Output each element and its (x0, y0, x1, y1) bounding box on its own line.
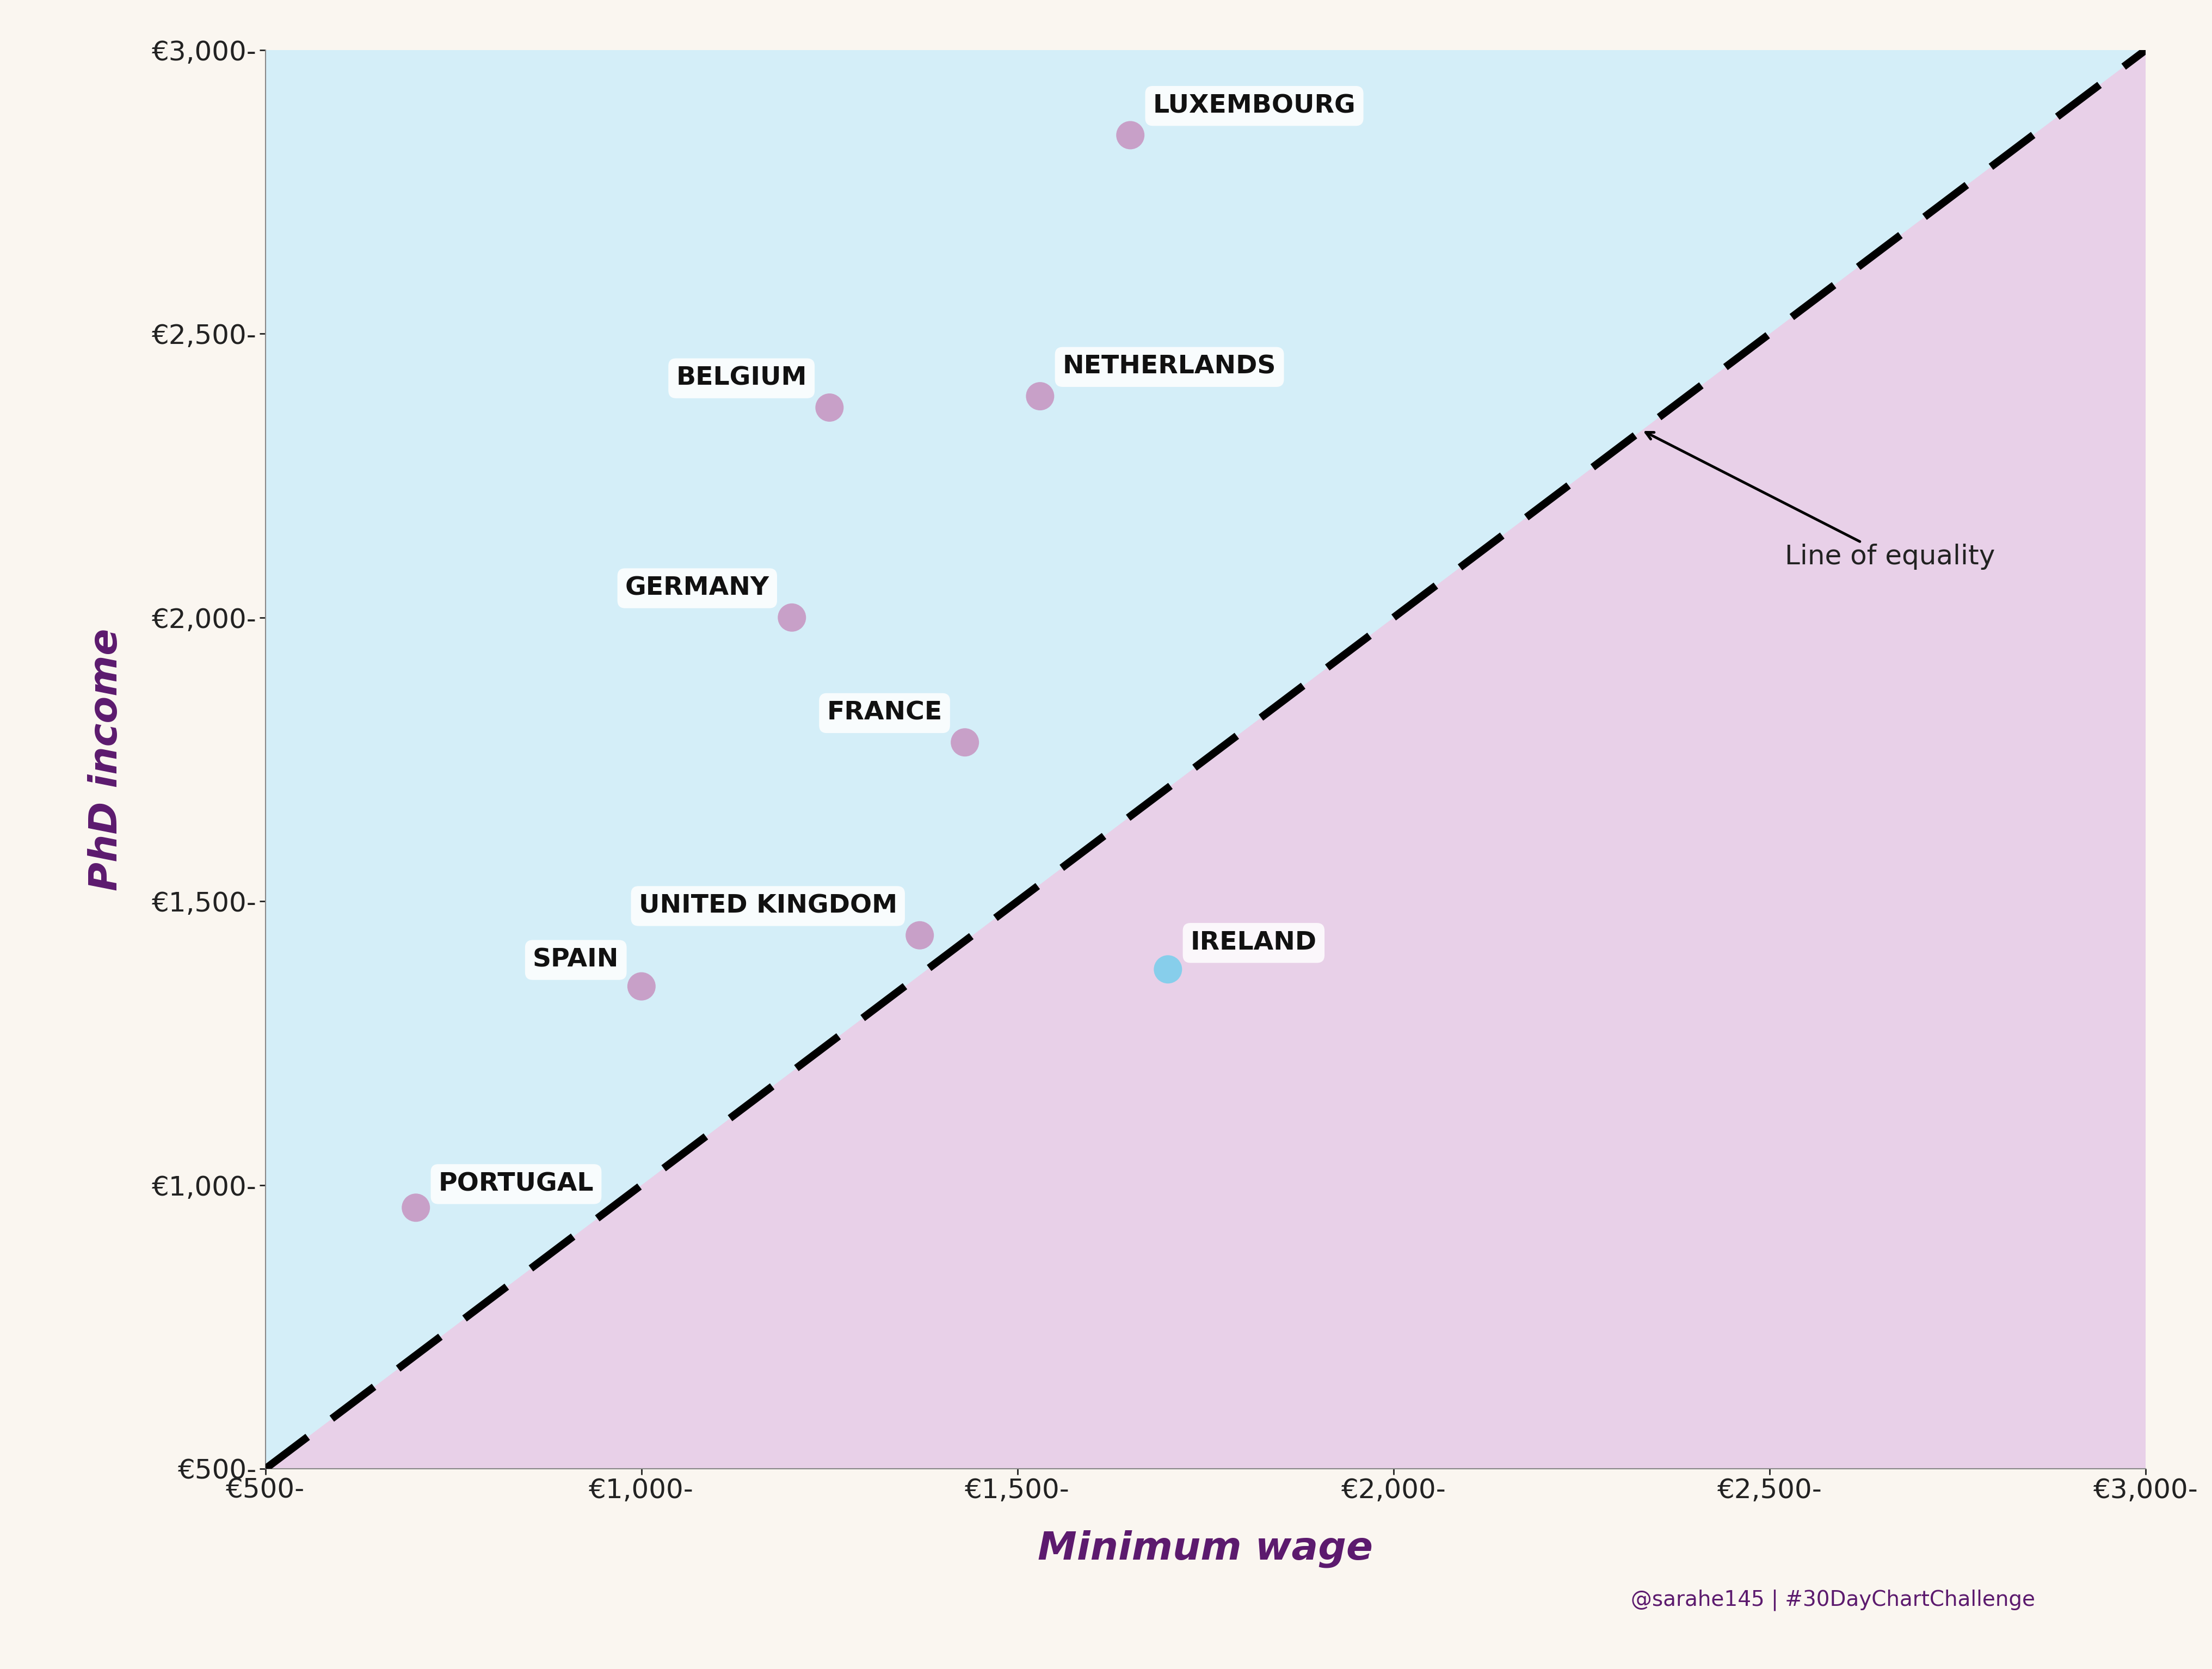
Text: PORTUGAL: PORTUGAL (438, 1172, 593, 1197)
X-axis label: Minimum wage: Minimum wage (1037, 1530, 1374, 1567)
Point (947, 729, 982, 756)
Point (774, 604, 810, 631)
Text: Line of equality: Line of equality (1646, 432, 1995, 569)
Polygon shape (265, 50, 2146, 1469)
Point (1113, 122, 1148, 149)
Text: @sarahe145 | #30DayChartChallenge: @sarahe145 | #30DayChartChallenge (1630, 1589, 2035, 1611)
Text: BELGIUM: BELGIUM (677, 366, 807, 391)
Point (812, 394, 847, 421)
Point (398, 1195, 434, 1222)
Y-axis label: PhD income: PhD income (88, 628, 126, 891)
Point (902, 921, 938, 948)
Text: NETHERLANDS: NETHERLANDS (1062, 355, 1276, 379)
Text: FRANCE: FRANCE (827, 701, 942, 726)
Text: LUXEMBOURG: LUXEMBOURG (1152, 93, 1356, 118)
Point (1150, 956, 1186, 983)
Point (1022, 382, 1057, 409)
Text: UNITED KINGDOM: UNITED KINGDOM (639, 895, 898, 918)
Text: SPAIN: SPAIN (533, 948, 619, 971)
Point (624, 973, 659, 1000)
Text: GERMANY: GERMANY (626, 576, 770, 601)
Polygon shape (265, 50, 2146, 1469)
Text: IRELAND: IRELAND (1190, 931, 1316, 955)
